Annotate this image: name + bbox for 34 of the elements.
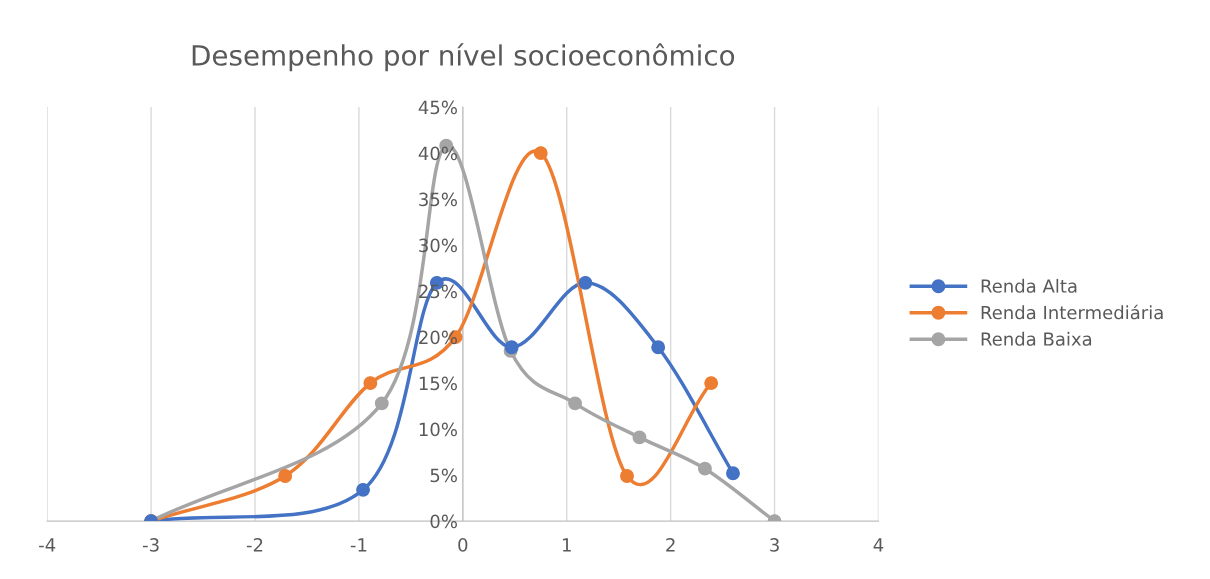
point bbox=[356, 482, 371, 497]
x-tick-label: -4 bbox=[39, 538, 56, 552]
legend-label: Renda Intermediária bbox=[981, 304, 1163, 320]
point bbox=[533, 146, 548, 161]
point bbox=[632, 430, 647, 445]
x-tick-label: -3 bbox=[142, 538, 159, 552]
y-tick-label: 5% bbox=[430, 468, 457, 483]
legend-label: Renda Baixa bbox=[981, 331, 1092, 346]
x-tick-label: -1 bbox=[350, 538, 367, 552]
point bbox=[620, 469, 634, 483]
y-tick-label: 45% bbox=[418, 100, 457, 115]
chart-title: Desempenho por nível socioeconômico bbox=[192, 43, 735, 72]
point bbox=[726, 466, 740, 481]
y-tick-label: 15% bbox=[419, 376, 457, 391]
legend-label: Renda Alta bbox=[981, 278, 1077, 293]
point bbox=[568, 396, 582, 411]
point bbox=[651, 340, 666, 355]
x-tick-label: -2 bbox=[246, 538, 263, 552]
x-tick-label: 4 bbox=[873, 538, 884, 552]
y-tick-label: 30% bbox=[419, 238, 457, 253]
x-tick-label: 0 bbox=[458, 538, 468, 552]
x-tick-label: 1 bbox=[562, 538, 571, 552]
point bbox=[578, 275, 593, 290]
x-tick-label: 3 bbox=[770, 538, 779, 552]
point bbox=[374, 396, 389, 411]
y-tick-label: 35% bbox=[419, 192, 457, 207]
point bbox=[278, 469, 293, 483]
x-tick-label: 2 bbox=[666, 538, 675, 552]
y-tick-label: 10% bbox=[419, 422, 457, 437]
point bbox=[363, 376, 378, 391]
y-tick-label: 40% bbox=[418, 146, 457, 161]
point bbox=[697, 461, 712, 476]
y-tick-label: 0% bbox=[430, 514, 457, 529]
point bbox=[704, 376, 719, 391]
